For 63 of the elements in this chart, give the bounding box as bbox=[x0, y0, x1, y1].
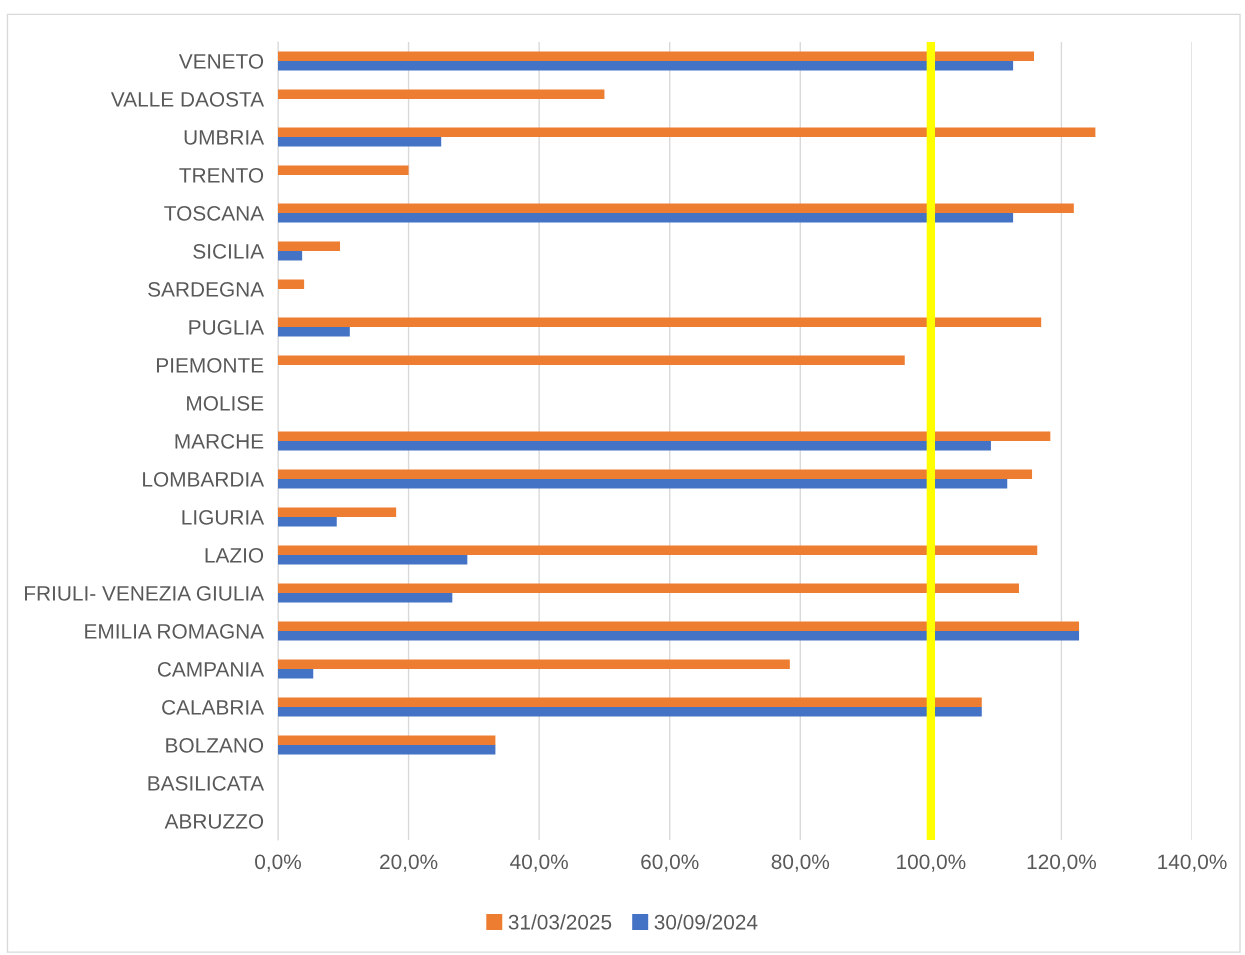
y-tick-label: UMBRIA bbox=[184, 130, 265, 145]
y-tick-label: SARDEGNA bbox=[148, 282, 265, 297]
bar bbox=[278, 593, 453, 603]
bar bbox=[278, 697, 982, 707]
y-tick-label: BOLZANO bbox=[166, 738, 264, 753]
legend-label: 31/03/2025 bbox=[508, 914, 612, 930]
x-tick-label: 140,0% bbox=[1158, 854, 1227, 872]
bar bbox=[278, 517, 337, 527]
bar bbox=[278, 545, 1038, 555]
bar bbox=[278, 327, 350, 337]
x-tick-label: 120,0% bbox=[1027, 854, 1097, 872]
bar bbox=[278, 251, 303, 261]
x-tick-label: 80,0% bbox=[771, 854, 830, 872]
x-tick-label: 60,0% bbox=[641, 854, 699, 872]
x-tick-label: 40,0% bbox=[510, 854, 568, 872]
y-tick-label: TRENTO bbox=[179, 168, 264, 183]
bar bbox=[278, 355, 905, 365]
bar bbox=[278, 583, 1019, 593]
y-tick-label: VENETO bbox=[178, 54, 264, 69]
bar bbox=[278, 137, 442, 147]
y-tick-label: MOLISE bbox=[187, 396, 264, 411]
bar bbox=[278, 621, 1080, 631]
bar bbox=[278, 555, 468, 565]
bar bbox=[278, 51, 1035, 61]
bar bbox=[278, 317, 1042, 327]
y-tick-label: LOMBARDIA bbox=[143, 472, 265, 487]
y-tick-label: FRIULI- VENEZIA GIULIA bbox=[25, 586, 265, 601]
bar bbox=[278, 61, 1014, 71]
y-tick-label: ABRUZZO bbox=[164, 814, 264, 829]
bar bbox=[278, 89, 605, 99]
bar bbox=[278, 279, 305, 289]
bar bbox=[278, 203, 1074, 213]
bar bbox=[278, 469, 1033, 479]
y-tick-label: BASILICATA bbox=[148, 776, 265, 791]
y-tick-label: SICILIA bbox=[193, 244, 265, 259]
legend-label: 30/09/2024 bbox=[654, 914, 758, 930]
y-tick-label: CAMPANIA bbox=[157, 662, 265, 677]
bar bbox=[278, 431, 1051, 441]
bar bbox=[278, 707, 982, 717]
y-tick-label: PIEMONTE bbox=[157, 358, 264, 373]
x-tick-label: 100,0% bbox=[897, 854, 966, 872]
bar bbox=[278, 127, 1096, 137]
bar bbox=[278, 479, 1008, 489]
bar bbox=[278, 241, 341, 251]
bar bbox=[278, 669, 314, 679]
bar bbox=[278, 631, 1080, 641]
y-tick-label: CALABRIA bbox=[162, 700, 265, 715]
y-tick-label: LIGURIA bbox=[182, 510, 265, 525]
bar bbox=[278, 213, 1014, 223]
y-tick-label: TOSCANA bbox=[164, 206, 265, 221]
y-tick-label: VALLE DAOSTA bbox=[110, 92, 265, 107]
bar bbox=[278, 507, 397, 517]
bar bbox=[278, 659, 790, 669]
bar bbox=[278, 735, 496, 745]
bar bbox=[278, 745, 496, 755]
y-tick-label: MARCHE bbox=[175, 434, 264, 449]
bar bbox=[278, 165, 409, 175]
y-tick-label: EMILIA ROMAGNA bbox=[85, 624, 265, 639]
y-tick-label: LAZIO bbox=[205, 548, 264, 563]
y-tick-label: PUGLIA bbox=[189, 320, 265, 335]
x-tick-label: 0,0% bbox=[255, 854, 301, 872]
x-tick-label: 20,0% bbox=[380, 854, 438, 872]
bar bbox=[278, 441, 991, 451]
